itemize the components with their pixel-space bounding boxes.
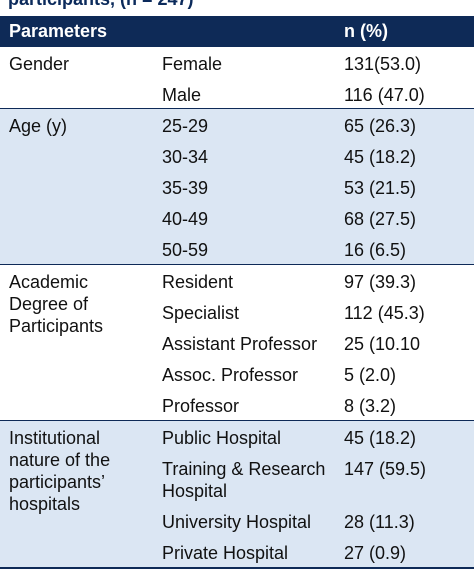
row-parameter: 25-29: [162, 116, 209, 136]
row-parameter: 50-59: [162, 240, 209, 260]
row-parameter: Assistant Professor: [162, 334, 318, 354]
row-divider: [0, 108, 474, 109]
row-parameter: Male: [162, 85, 202, 105]
row-parameter: 35-39: [162, 178, 209, 198]
row-value: 45 (18.2): [344, 428, 417, 448]
row-value: 68 (27.5): [344, 209, 417, 229]
row-value: 131(53.0): [344, 54, 422, 74]
row-parameter: Specialist: [162, 303, 240, 323]
row-value: 65 (26.3): [344, 116, 417, 136]
group-gender: Gender Female 131(53.0) Male 116 (47.0): [0, 47, 474, 108]
row-divider: [0, 264, 474, 265]
row-parameter: Assoc. Professor: [162, 365, 299, 385]
group-age: Age (y) 25-29 65 (26.3) 30-34 45 (18.2) …: [0, 109, 474, 264]
group-label: Age (y): [9, 116, 68, 136]
row-parameter: Private Hospital: [162, 543, 289, 563]
header-parameters: Parameters: [9, 21, 108, 41]
table-header: Parameters n (%): [0, 16, 474, 47]
row-value: 45 (18.2): [344, 147, 417, 167]
row-divider: [0, 420, 474, 421]
row-parameter: Public Hospital: [162, 428, 282, 448]
row-value: 5 (2.0): [344, 365, 397, 385]
table-bottom-rule: [0, 567, 474, 569]
row-parameter: Resident: [162, 272, 234, 292]
group-label: Gender: [9, 54, 70, 74]
row-value: 112 (45.3): [344, 303, 425, 323]
row-value: 116 (47.0): [344, 85, 425, 105]
group-label: Academic Degree of Participants: [9, 272, 104, 336]
row-value: 16 (6.5): [344, 240, 407, 260]
row-value: 28 (11.3): [344, 512, 415, 532]
row-parameter: 30-34: [162, 147, 209, 167]
row-parameter: 40-49: [162, 209, 209, 229]
group-academic-degree: Academic Degree of Participants Resident…: [0, 265, 474, 420]
row-parameter: Training & Research Hospital: [162, 459, 326, 501]
row-value: 97 (39.3): [344, 272, 417, 292]
group-institution: Institutional nature of the participants…: [0, 421, 474, 567]
row-value: 27 (0.9): [344, 543, 407, 563]
header-n-percent: n (%): [344, 21, 388, 41]
row-value: 8 (3.2): [344, 396, 397, 416]
table-caption: participants, (n = 247): [8, 0, 194, 10]
row-value: 53 (21.5): [344, 178, 417, 198]
group-label: Institutional nature of the participants…: [9, 428, 111, 514]
row-parameter: Professor: [162, 396, 240, 416]
row-parameter: Female: [162, 54, 223, 74]
row-parameter: University Hospital: [162, 512, 312, 532]
row-value: 147 (59.5): [344, 459, 427, 479]
row-value: 25 (10.10: [344, 334, 421, 354]
